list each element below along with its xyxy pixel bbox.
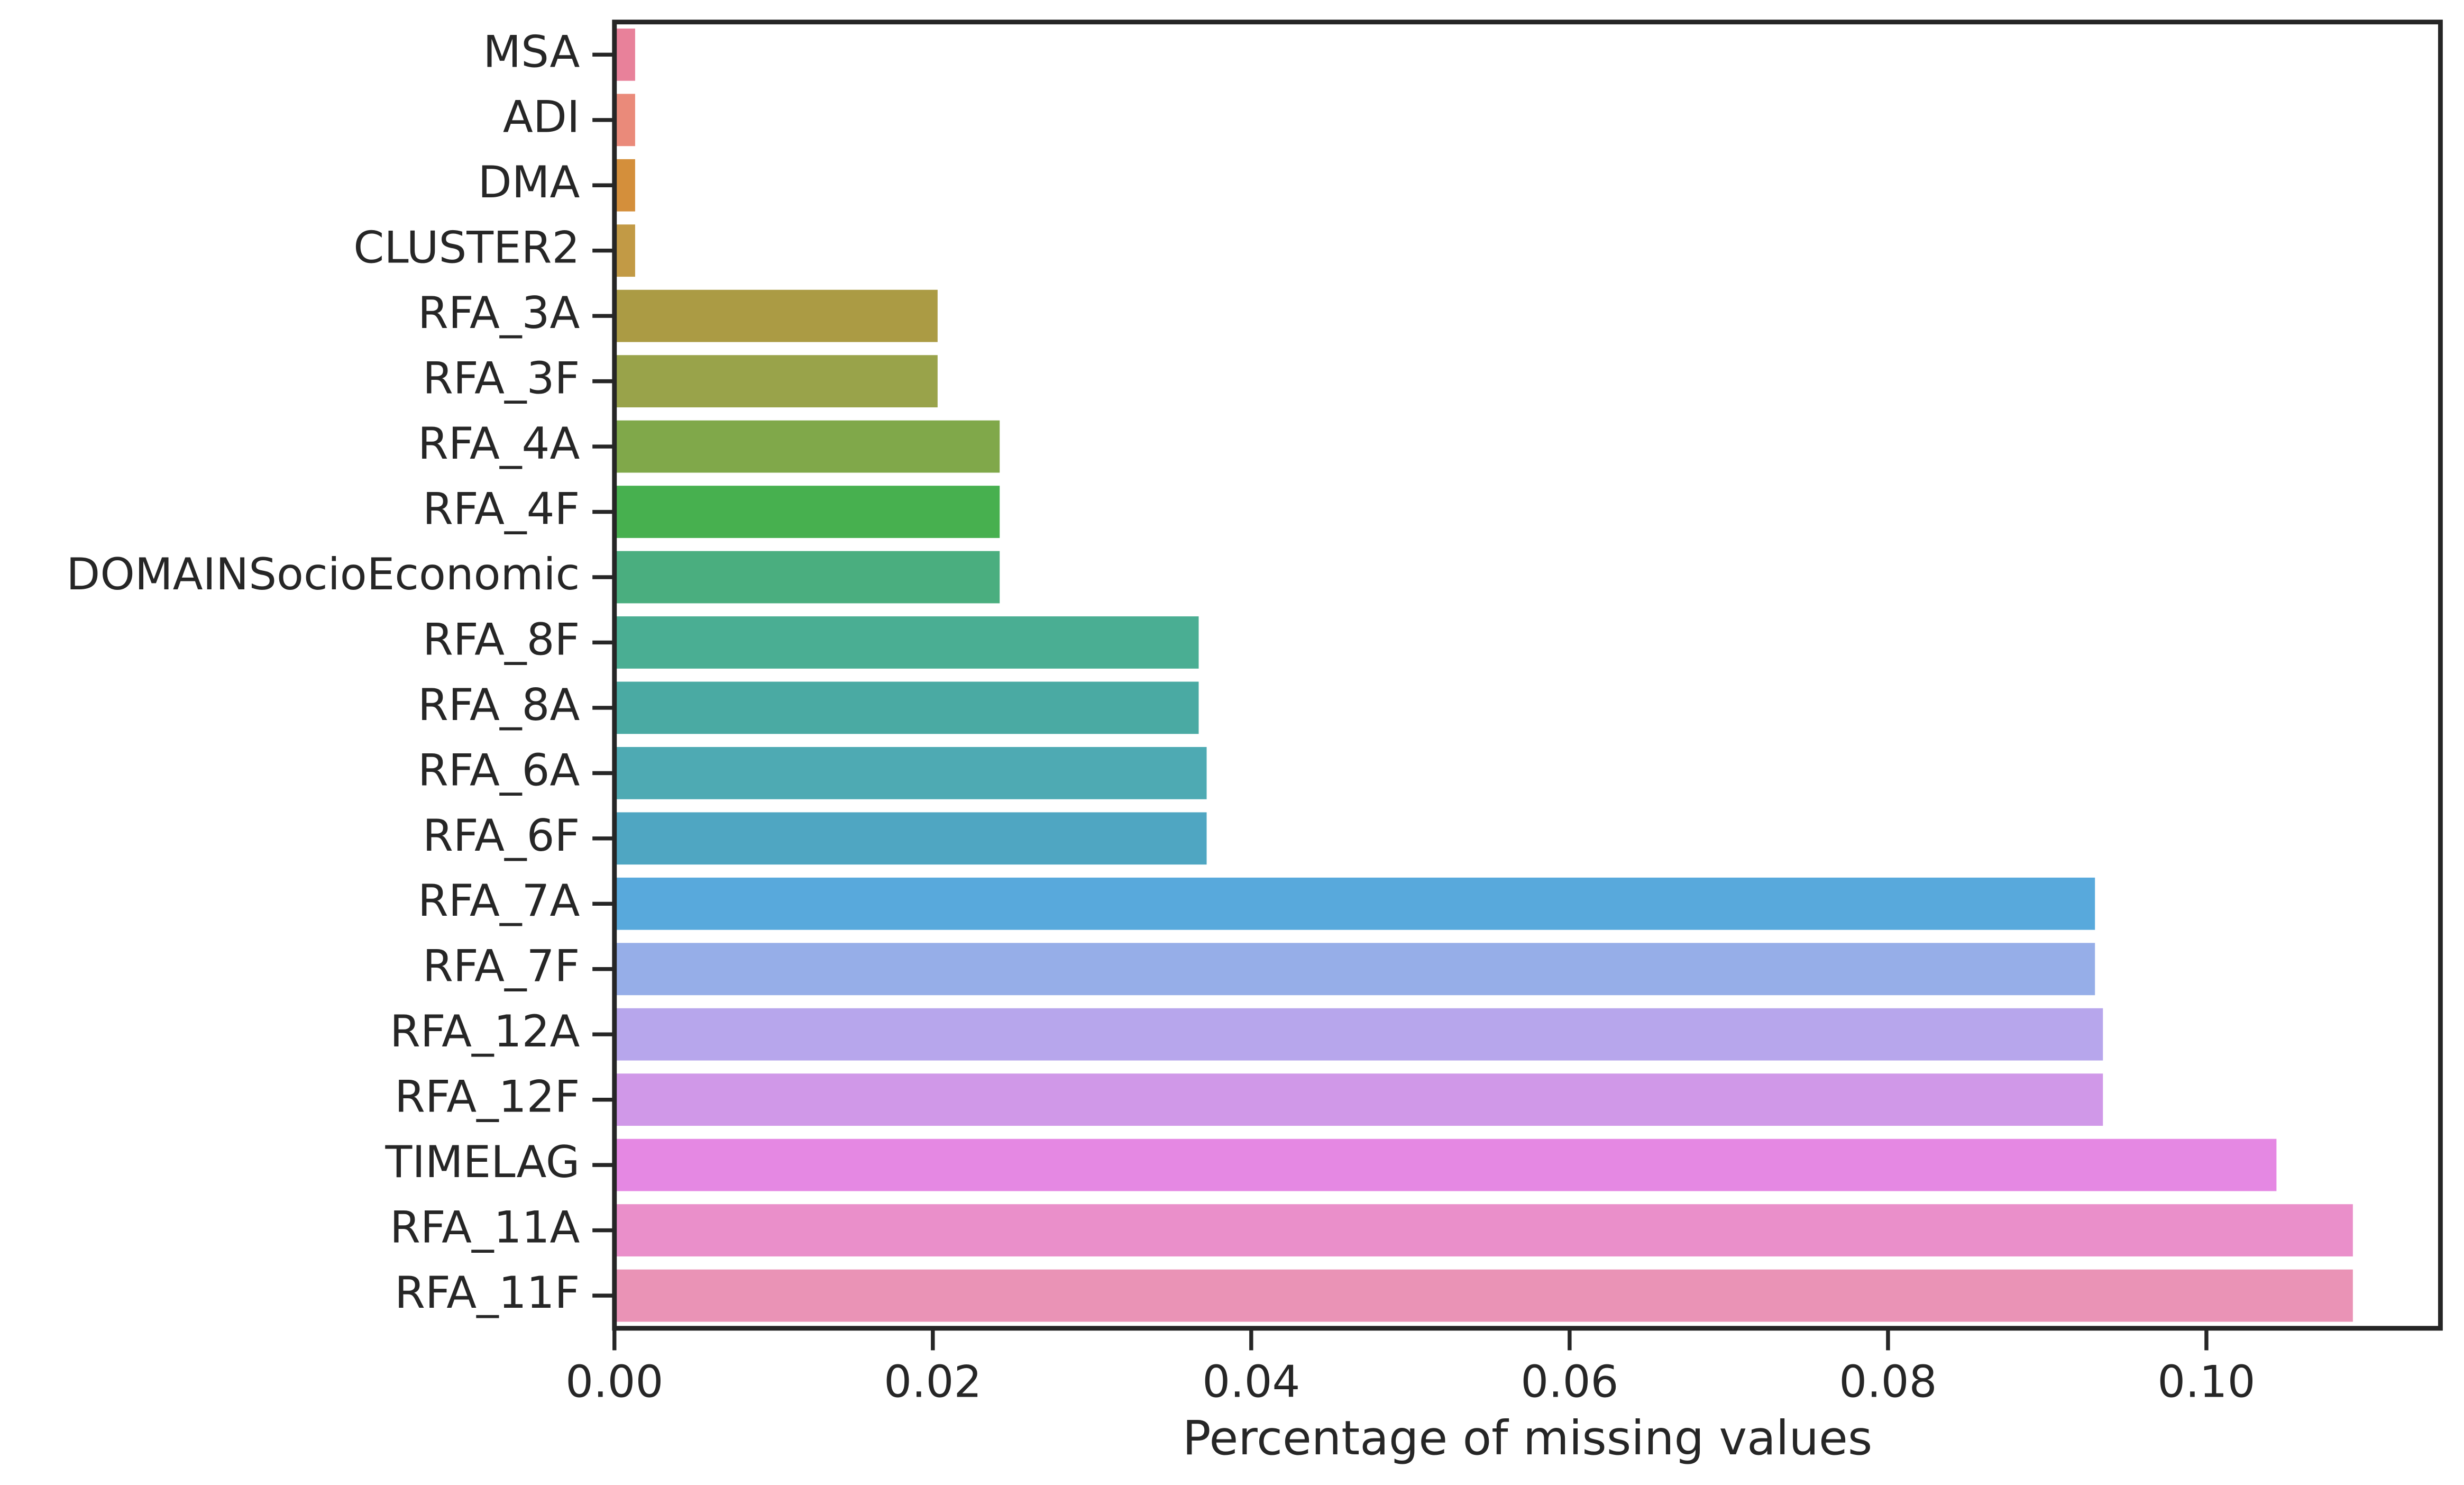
y-tick-label: RFA_11F	[395, 1267, 580, 1318]
y-tick-label: RFA_12A	[390, 1006, 580, 1057]
bar	[614, 1138, 2277, 1191]
bar	[614, 1073, 2103, 1126]
x-tick-label: 0.02	[884, 1356, 982, 1408]
bar	[614, 616, 1199, 669]
bar	[614, 289, 938, 342]
y-tick-label: RFA_3F	[423, 353, 580, 404]
y-tick-label: RFA_8F	[423, 614, 580, 665]
plot-frame	[612, 20, 2443, 1331]
x-tick-label: 0.08	[1839, 1356, 1937, 1408]
y-tick-label: RFA_4F	[423, 483, 580, 534]
bar	[614, 1008, 2103, 1061]
bar	[614, 420, 1000, 473]
bar	[614, 1269, 2353, 1322]
bar	[614, 486, 1000, 538]
y-tick-label: RFA_12F	[395, 1071, 580, 1123]
y-tick-label: RFA_7A	[418, 875, 580, 926]
y-tick-label: RFA_4A	[418, 418, 580, 469]
bar	[614, 877, 2095, 930]
bar	[614, 943, 2095, 996]
bar	[614, 746, 1207, 799]
x-tick-label: 0.00	[565, 1356, 663, 1408]
x-axis-label: Percentage of missing values	[1183, 1411, 1872, 1466]
y-tick-label: RFA_6A	[418, 744, 580, 796]
y-tick-label: RFA_3A	[418, 287, 580, 339]
y-tick-label: RFA_8A	[418, 679, 580, 731]
y-tick-label: CLUSTER2	[353, 222, 580, 274]
y-tick-label: MSA	[483, 26, 580, 77]
bar	[614, 28, 635, 81]
x-tick-label: 0.06	[1520, 1356, 1618, 1408]
bar	[614, 224, 635, 277]
bar	[614, 681, 1199, 734]
y-tick-label: RFA_7F	[423, 941, 580, 992]
x-tick-label: 0.10	[2157, 1356, 2255, 1408]
y-tick-label: TIMELAG	[385, 1136, 580, 1188]
y-tick-label: DOMAINSocioEconomic	[66, 549, 580, 600]
x-tick-label: 0.04	[1202, 1356, 1300, 1408]
bar	[614, 94, 635, 147]
bar	[614, 812, 1207, 865]
bar	[614, 159, 635, 212]
y-tick-label: DMA	[478, 157, 580, 208]
bar	[614, 551, 1000, 604]
bar	[614, 1204, 2353, 1256]
bar	[614, 355, 938, 408]
y-tick-label: ADI	[503, 92, 580, 143]
y-tick-label: RFA_11A	[390, 1202, 580, 1253]
y-tick-label: RFA_6F	[423, 810, 580, 861]
